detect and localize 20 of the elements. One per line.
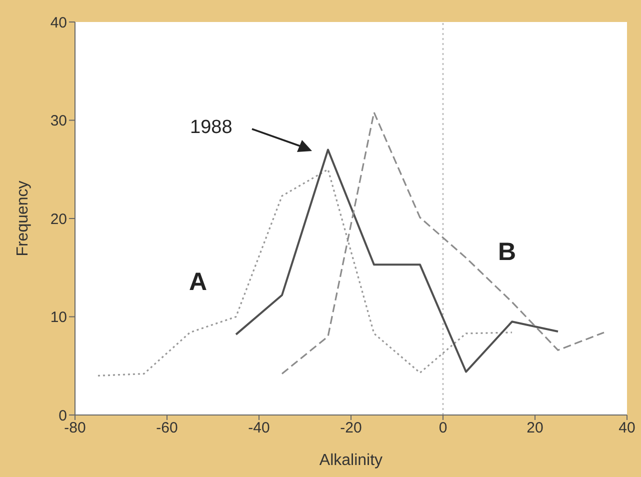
line-series [97,168,513,376]
x-tick-label: 20 [526,420,544,437]
x-tick-label: -80 [64,420,86,437]
y-tick-label: 40 [50,14,67,32]
x-tick-label: 0 [438,420,448,437]
annotation: B [498,238,516,266]
x-axis-title: Alkalinity [319,452,383,469]
x-tick-label: -40 [248,420,270,437]
x-tick-label: -60 [156,420,178,437]
y-tick-label: 0 [58,407,67,424]
annotation: A [189,268,208,296]
x-tick-label: -20 [340,420,362,437]
annotation: 1988 [190,117,232,138]
y-tick-label: 30 [50,112,67,130]
line-series [281,112,605,375]
x-tick-label: 40 [618,420,636,437]
y-tick-label: 10 [50,309,67,326]
y-tick-label: 20 [50,210,67,228]
line-series [235,148,559,373]
y-axis-title: Frequency [14,180,32,256]
